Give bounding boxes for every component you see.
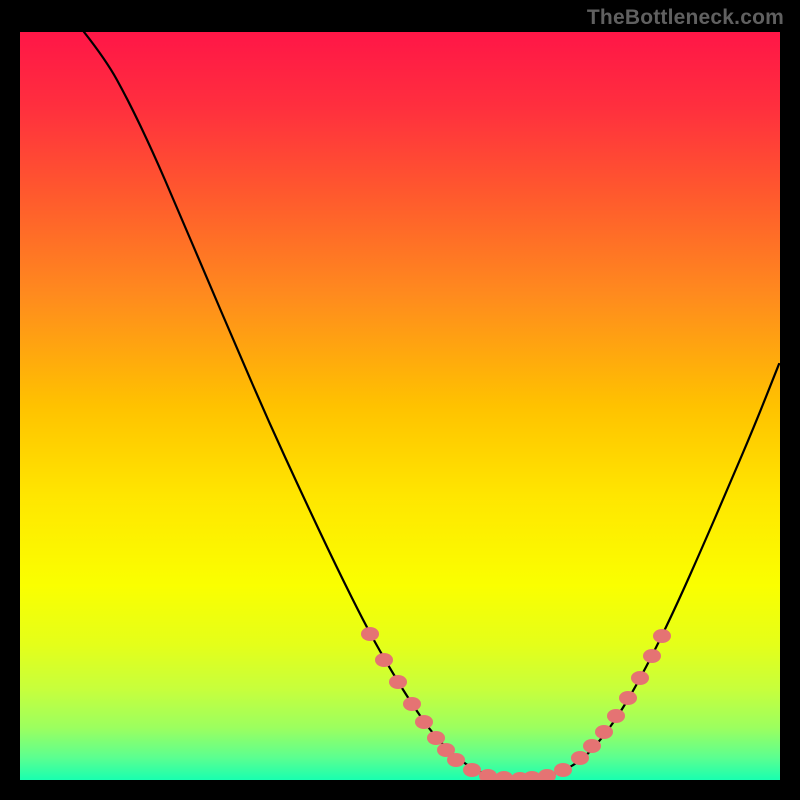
curve-marker (403, 697, 421, 711)
curve-marker (631, 671, 649, 685)
watermark-text: TheBottleneck.com (587, 6, 784, 30)
curve-marker (595, 725, 613, 739)
curve-marker (619, 691, 637, 705)
curve-marker (361, 627, 379, 641)
curve-marker (571, 751, 589, 765)
curve-marker (447, 753, 465, 767)
curve-marker (463, 763, 481, 777)
curve-marker (583, 739, 601, 753)
curve-marker (389, 675, 407, 689)
curve-marker (427, 731, 445, 745)
curve-marker (653, 629, 671, 643)
curve-marker (375, 653, 393, 667)
curve-marker (415, 715, 433, 729)
curve-marker (554, 763, 572, 777)
chart-svg (20, 32, 780, 780)
outer-frame: TheBottleneck.com (0, 0, 800, 800)
curve-marker (607, 709, 625, 723)
plot-area (20, 32, 780, 780)
curve-marker (643, 649, 661, 663)
gradient-background (20, 32, 780, 780)
